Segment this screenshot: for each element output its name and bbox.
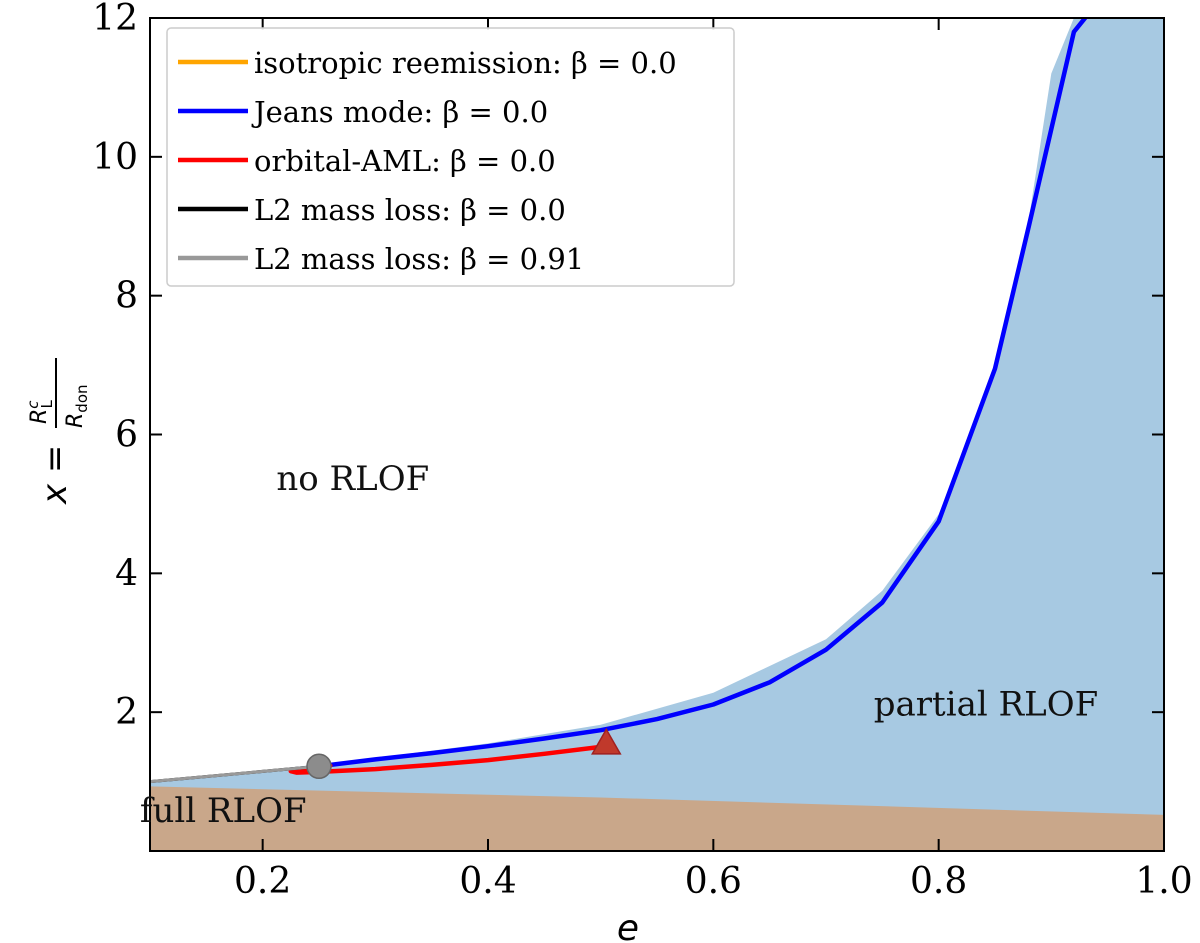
x-tick-label: 0.2: [234, 861, 291, 902]
no-rlof-label: no RLOF: [276, 459, 429, 499]
legend-items: isotropic reemission: β = 0.0 Jeans mode:…: [178, 46, 677, 276]
legend-label-l2-091: L2 mass loss: β = 0.91: [254, 242, 584, 276]
plot-area: [150, 18, 1164, 851]
y-tick-label: 2: [115, 692, 138, 733]
partial-rlof-region: [150, 18, 1164, 851]
series-layer: [150, 18, 1088, 784]
series-line-jeans: [316, 18, 1088, 769]
tick-layer: 0.2 0.4 0.6 0.8 1.0 2 4 6 8 10 12: [92, 0, 1192, 902]
x-axis-label: e: [617, 908, 639, 943]
x-tick-label: 0.6: [685, 861, 742, 902]
marker-layer: [306, 727, 622, 780]
marker-circle: [306, 753, 332, 780]
y-tick-label: 10: [92, 137, 138, 178]
y-axis-label: x = RcL Rdon: [24, 358, 91, 505]
partial-rlof-label: partial RLOF: [874, 685, 1098, 725]
legend-box: [166, 27, 735, 287]
y-axis-label-denominator: Rdon: [63, 384, 91, 428]
x-tick-label: 0.8: [910, 861, 967, 902]
y-tick-label: 6: [115, 415, 138, 456]
y-tick-label: 12: [92, 0, 138, 39]
legend-label-l2-0: L2 mass loss: β = 0.0: [254, 193, 566, 227]
full-rlof-region: [150, 786, 1164, 851]
series-line-orbital: [288, 744, 603, 775]
full-rlof-label: full RLOF: [140, 791, 307, 831]
legend-label-jeans: Jeans mode: β = 0.0: [251, 95, 548, 129]
x-tick-label: 0.4: [459, 861, 516, 902]
y-tick-label: 4: [115, 553, 138, 594]
y-axis-label-numerator: RcL: [24, 399, 56, 424]
y-axis-label-prefix: x =: [35, 445, 75, 505]
legend-label-isotropic: isotropic reemission: β = 0.0: [254, 46, 677, 80]
series-line-l2-091: [150, 764, 321, 784]
x-tick-label: 1.0: [1135, 861, 1192, 902]
marker-triangle: [591, 727, 622, 755]
legend: isotropic reemission: β = 0.0 Jeans mode:…: [166, 27, 735, 287]
y-tick-label: 8: [115, 276, 138, 317]
legend-label-orbital: orbital-AML: β = 0.0: [254, 144, 556, 178]
